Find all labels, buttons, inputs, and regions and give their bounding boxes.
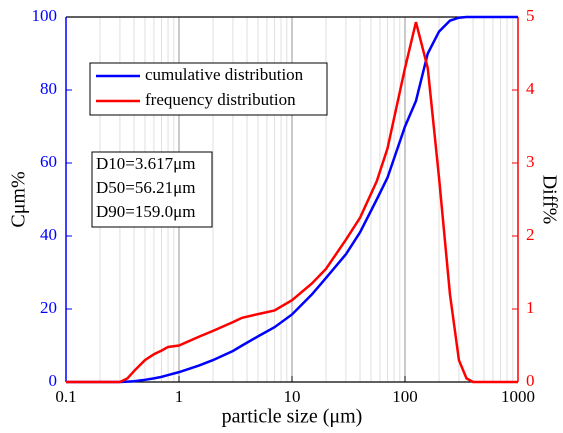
- x-tick-label: 100: [392, 387, 418, 406]
- x-tick-label: 1000: [501, 387, 535, 406]
- y2-axis-label: Diff%: [538, 175, 560, 225]
- y2-tick-label: 1: [526, 298, 535, 317]
- y2-tick-label: 0: [526, 371, 535, 390]
- y-tick-label: 100: [32, 6, 58, 25]
- series-line: [66, 15, 518, 384]
- annotation: D10=3.617μm: [96, 154, 195, 173]
- annotation: D90=159.0μm: [96, 202, 195, 221]
- x-tick-label: 10: [284, 387, 301, 406]
- y-tick-label: 20: [40, 298, 57, 317]
- x-axis-label: particle size (μm): [222, 406, 363, 428]
- annotation: D50=56.21μm: [96, 178, 195, 197]
- y-tick-label: 0: [49, 371, 58, 390]
- x-tick-label: 1: [175, 387, 184, 406]
- y-tick-label: 60: [40, 152, 57, 171]
- y2-tick-label: 5: [526, 6, 535, 25]
- y-axis-label: Cμm%: [8, 171, 30, 227]
- y2-tick-label: 3: [526, 152, 535, 171]
- y-tick-label: 80: [40, 79, 57, 98]
- annotation-box: [91, 151, 213, 228]
- legend-label: frequency distribution: [145, 90, 296, 109]
- y2-tick-label: 2: [526, 225, 535, 244]
- y-tick-label: 40: [40, 225, 57, 244]
- series-line: [66, 21, 518, 384]
- legend-label: cumulative distribution: [145, 65, 304, 84]
- y2-tick-label: 4: [526, 79, 535, 98]
- legend-box: [89, 62, 328, 116]
- x-tick-label: 0.1: [55, 387, 76, 406]
